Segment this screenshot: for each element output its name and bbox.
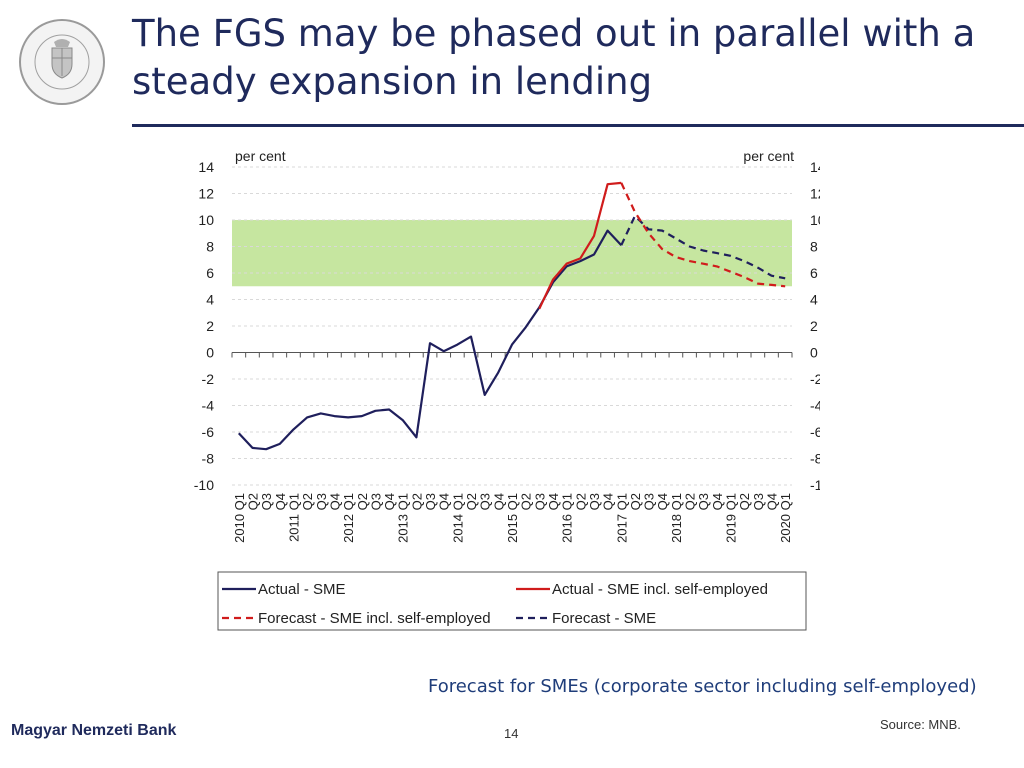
series-lines bbox=[237, 181, 786, 451]
source-note: Source: MNB. bbox=[880, 717, 961, 732]
y-axis-left-label: per cent bbox=[235, 148, 286, 164]
y-tick-label-right: 0 bbox=[810, 345, 818, 361]
y-tick-label-left: 4 bbox=[206, 292, 214, 308]
x-tick-label: Q3 bbox=[423, 493, 438, 510]
y-tick-label-right: -6 bbox=[810, 424, 820, 440]
y-tick-label-left: 14 bbox=[198, 159, 214, 175]
x-tick-label: Q2 bbox=[573, 493, 588, 510]
y-tick-label-right: -10 bbox=[810, 477, 820, 493]
x-tick-label: 2018 Q1 bbox=[669, 493, 684, 543]
series-line bbox=[538, 181, 622, 310]
x-tick-label: Q4 bbox=[273, 493, 288, 510]
x-tick-label: Q3 bbox=[314, 493, 329, 510]
y-tick-label-left: -4 bbox=[202, 398, 215, 414]
x-tick-label: Q4 bbox=[710, 493, 725, 510]
chart-subtitle: Forecast for SMEs (corporate sector incl… bbox=[428, 676, 977, 697]
line-chart: 14 12 10 8 6 4 2 0 -2 -4 -6 -8 -10 14 12 10 8 6 4 2 0 -2 -4 -6… bbox=[194, 148, 820, 631]
target-band bbox=[232, 220, 792, 287]
footer-bank-name: Magyar Nemzeti Bank bbox=[11, 722, 177, 739]
y-tick-label-left: 10 bbox=[198, 212, 214, 228]
x-tick-label: Q2 bbox=[737, 493, 752, 510]
y-tick-label-left: -10 bbox=[194, 477, 214, 493]
x-tick-label: Q3 bbox=[532, 493, 547, 510]
y-tick-label-right: 12 bbox=[810, 186, 820, 202]
x-tick-label: Q2 bbox=[409, 493, 424, 510]
mnb-logo bbox=[19, 19, 105, 105]
x-tick-label: 2020 Q1 bbox=[778, 493, 793, 543]
x-tick-label: Q4 bbox=[327, 493, 342, 510]
series-line bbox=[620, 214, 786, 280]
series-line bbox=[237, 229, 623, 451]
y-tick-label-left: 2 bbox=[206, 318, 214, 334]
y-tick-label-left: 12 bbox=[198, 186, 214, 202]
y-axis-right-label: per cent bbox=[743, 148, 794, 164]
x-tick-label: Q2 bbox=[519, 493, 534, 510]
y-tick-label-right: 10 bbox=[810, 212, 820, 228]
legend-label: Actual - SME incl. self-employed bbox=[552, 581, 768, 598]
y-tick-label-left: 0 bbox=[206, 345, 214, 361]
x-tick-label: Q4 bbox=[491, 493, 506, 510]
y-tick-label-left: 6 bbox=[206, 265, 214, 281]
legend-label: Actual - SME bbox=[258, 581, 346, 598]
y-tick-label-right: 4 bbox=[810, 292, 818, 308]
x-tick-label: Q2 bbox=[464, 493, 479, 510]
gridlines bbox=[232, 166, 792, 486]
y-tick-label-left: 8 bbox=[206, 239, 214, 255]
x-tick-label: Q2 bbox=[245, 493, 260, 510]
x-tick-label: Q3 bbox=[587, 493, 602, 510]
y-tick-label-right: -4 bbox=[810, 398, 820, 414]
x-tick-label: Q2 bbox=[683, 493, 698, 510]
x-tick-label: Q3 bbox=[642, 493, 657, 510]
x-tick-label: 2015 Q1 bbox=[505, 493, 520, 543]
legend: Actual - SME Actual - SME incl. self-empl… bbox=[217, 571, 807, 631]
x-tick-label: Q2 bbox=[628, 493, 643, 510]
x-tick-label: Q3 bbox=[259, 493, 274, 510]
y-axis-right: 14 12 10 8 6 4 2 0 -2 -4 -6 -8 -10 bbox=[810, 159, 820, 493]
y-tick-label-right: -8 bbox=[810, 451, 820, 467]
y-tick-label-right: 14 bbox=[810, 159, 820, 175]
x-tick-label: 2012 Q1 bbox=[341, 493, 356, 543]
x-tick-label: Q3 bbox=[751, 493, 766, 510]
x-tick-label: Q4 bbox=[437, 493, 452, 510]
x-tick-label: Q3 bbox=[478, 493, 493, 510]
x-tick-label: Q3 bbox=[696, 493, 711, 510]
legend-label: Forecast - SME bbox=[552, 610, 656, 627]
x-tick-label: 2016 Q1 bbox=[560, 493, 575, 543]
y-axis-left: 14 12 10 8 6 4 2 0 -2 -4 -6 -8 -10 bbox=[194, 159, 214, 493]
x-tick-label: Q4 bbox=[601, 493, 616, 510]
y-tick-label-left: -6 bbox=[202, 424, 215, 440]
x-tick-label: Q4 bbox=[382, 493, 397, 510]
y-tick-label-left: -2 bbox=[202, 371, 215, 387]
x-tick-label: 2010 Q1 bbox=[232, 493, 247, 543]
x-tick-label: Q4 bbox=[655, 493, 670, 510]
x-tick-label: 2011 Q1 bbox=[286, 493, 301, 542]
y-tick-label-right: 8 bbox=[810, 239, 818, 255]
x-tick-label: 2017 Q1 bbox=[614, 493, 629, 543]
x-tick-label: Q4 bbox=[546, 493, 561, 510]
y-tick-label-left: -8 bbox=[202, 451, 215, 467]
legend-label: Forecast - SME incl. self-employed bbox=[258, 610, 491, 627]
x-tick-label: Q2 bbox=[355, 493, 370, 510]
page-number: 14 bbox=[504, 726, 519, 741]
series-line bbox=[620, 182, 786, 288]
y-tick-label-right: 2 bbox=[810, 318, 818, 334]
x-tick-label: 2019 Q1 bbox=[724, 493, 739, 543]
x-tick-label: Q2 bbox=[300, 493, 315, 510]
title-rule bbox=[132, 124, 1024, 127]
x-tick-label: Q4 bbox=[765, 493, 780, 510]
y-tick-label-right: 6 bbox=[810, 265, 818, 281]
x-tick-label: 2013 Q1 bbox=[396, 493, 411, 543]
y-tick-label-right: -2 bbox=[810, 371, 820, 387]
legend-box bbox=[217, 571, 807, 631]
x-tick-label: 2014 Q1 bbox=[450, 493, 465, 543]
x-tick-label: Q3 bbox=[368, 493, 383, 510]
slide-title: The FGS may be phased out in parallel wi… bbox=[132, 12, 976, 103]
